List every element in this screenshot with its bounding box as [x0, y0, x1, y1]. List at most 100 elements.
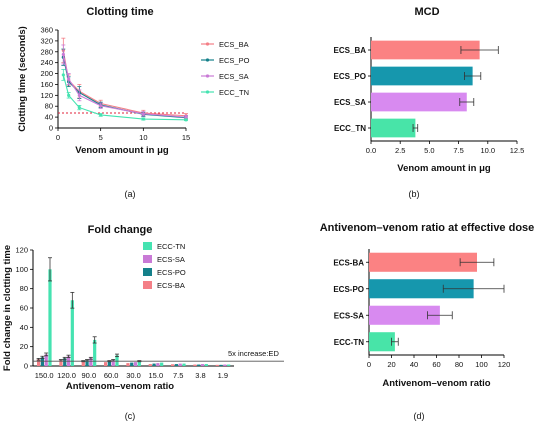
panel-c-legend-swatch — [143, 281, 152, 289]
panel-c-y-tick-label: 0 — [24, 362, 28, 371]
panel-c-bar-ecs-po — [130, 362, 134, 366]
panel-c-x-tick-label: 120.0 — [57, 371, 76, 380]
panel-a-y-tick-label: 0 — [49, 124, 53, 133]
panel-c-x-tick-label: 90.0 — [82, 371, 97, 380]
panel-d-x-tick-label: 120 — [498, 360, 511, 369]
panel-c-x-tick-label: 1.9 — [218, 371, 228, 380]
panel-a-legend-marker — [205, 42, 210, 46]
panel-a-x-tick-label: 10 — [139, 133, 147, 142]
panel-a-x-tick-label: 5 — [99, 133, 103, 142]
panel-a-point-ECC_TN — [61, 73, 65, 77]
panel-c-bar-ecs-sa — [156, 363, 160, 366]
panel-a-y-tick-label: 120 — [40, 91, 53, 100]
panel-c-bar-ecs-ba — [59, 360, 63, 366]
panel-d-category-label: ECS-BA — [333, 258, 364, 267]
panel-a-point-ECS_SA — [99, 104, 103, 108]
panel-a-legend-label: ECC_TN — [219, 88, 249, 97]
panel-a-legend-marker — [205, 74, 210, 78]
panel-b-bar-ecs_ba — [371, 40, 480, 60]
panel-b-x-tick-label: 7.5 — [453, 146, 463, 155]
panel-c-bar-ecs-sa — [89, 358, 93, 366]
panel-b-category-label: ECS_BA — [334, 46, 367, 55]
panel-c-bar-ecs-po — [197, 364, 201, 366]
panel-c-bar-ecs-ba — [126, 363, 130, 366]
panel-c-y-label: Fold change in clotting time — [2, 245, 13, 371]
panel-a-x-label: Venom amount in μg — [75, 145, 169, 156]
panel-c-legend-swatch — [143, 268, 152, 276]
panel-c-bar-ecs-po — [152, 363, 156, 366]
panel-a-y-tick-label: 280 — [40, 47, 53, 56]
panel-a-legend-marker — [205, 90, 210, 94]
panel-a-legend-label: ECS_SA — [219, 72, 249, 81]
panel-a-y-tick-label: 360 — [40, 26, 53, 35]
panel-d-x-label: Antivenom–venom ratio — [382, 378, 490, 389]
panel-c-bar-ecs-ba — [215, 364, 219, 366]
panel-c-bar-ecs-po — [63, 358, 67, 366]
panel-c-y-tick-label: 20 — [20, 342, 28, 351]
panel-a-y-tick-label: 160 — [40, 80, 53, 89]
panel-c-x-tick-label: 60.0 — [104, 371, 119, 380]
panel-d-category-label: ECC-TN — [334, 338, 364, 347]
panel-d-category-label: ECS-SA — [334, 311, 364, 320]
panel-c-bar-ecs-sa — [200, 364, 205, 366]
panel-d-x-tick-label: 20 — [387, 360, 395, 369]
panel-b-x-tick-label: 2.5 — [395, 146, 405, 155]
panel-d-bar-ecs-sa — [369, 305, 440, 325]
panel-c-threshold-label: 5x increase:ED — [228, 349, 279, 358]
panel-b-x-tick-label: 0.0 — [366, 146, 376, 155]
panel-d-bar-ecs-po — [369, 279, 474, 299]
panel-a-series-line-ECC_TN — [62, 74, 187, 121]
panel-c-y-tick-label: 120 — [15, 246, 28, 255]
panel-c-x-tick-label: 15.0 — [149, 371, 164, 380]
panel-c-x-tick-label: 7.5 — [173, 371, 183, 380]
panel-a-point-ECS_SA — [67, 77, 71, 81]
panel-c-legend-swatch — [143, 255, 152, 263]
panel-a-y-tick-label: 200 — [40, 69, 53, 78]
panel-c-bar-ecs-ba — [193, 364, 197, 366]
panel-a-point-ECS_SA — [61, 52, 65, 57]
panel-a-point-ECC_TN — [184, 118, 188, 122]
panel-c-bar-ecc-tn — [93, 339, 97, 366]
panel-c-bar-ecs-sa — [44, 354, 48, 366]
panel-d-bar-ecs-ba — [369, 252, 477, 272]
panel-a-y-label: Clotting time (seconds) — [17, 26, 28, 132]
panel-c-x-tick-label: 150.0 — [35, 371, 54, 380]
panel-c-bar-ecc-tn — [204, 364, 208, 366]
panel-a-caption: (a) — [125, 189, 136, 199]
panel-c-bar-ecc-tn — [70, 300, 74, 366]
panel-c-bar-ecs-ba — [81, 361, 85, 366]
panel-c-bar-ecc-tn — [115, 355, 119, 366]
panel-c-x-tick-label: 3.8 — [195, 371, 205, 380]
panel-a-point-ECC_TN — [141, 117, 145, 121]
panel-b-caption: (b) — [409, 189, 420, 199]
panel-c-y-tick-label: 100 — [15, 265, 28, 274]
panel-c-x-label: Antivenom–venom ratio — [66, 381, 174, 392]
panel-a-point-ECC_TN — [67, 93, 71, 97]
panel-c-bar-ecs-sa — [133, 362, 138, 366]
panel-a-series-line-ECS_SA — [62, 54, 187, 118]
panel-c-bar-ecs-ba — [171, 364, 175, 366]
panel-c-legend-label: ECS-SA — [157, 255, 185, 264]
panel-c-bar-ecs-ba — [104, 362, 108, 366]
panel-a-point-ECS_SA — [184, 115, 188, 119]
panel-d-x-tick-label: 80 — [455, 360, 463, 369]
panel-d-caption: (d) — [414, 411, 425, 421]
panel-c-bar-ecc-tn — [182, 363, 186, 366]
panel-c-bar-ecc-tn — [160, 362, 164, 366]
panel-c-y-tick-label: 60 — [20, 304, 28, 313]
panel-c-y-tick-label: 80 — [20, 284, 28, 293]
panel-b-title: MCD — [414, 6, 439, 18]
panel-c-title: Fold change — [88, 224, 153, 236]
panel-c-legend-label: ECS-PO — [157, 268, 186, 277]
panel-a-x-tick-label: 0 — [56, 133, 60, 142]
panel-c-bar-ecs-po — [85, 360, 89, 366]
panel-d-title: Antivenom–venom ratio at effective dose — [320, 222, 535, 234]
panel-a-y-tick-label: 320 — [40, 36, 53, 45]
panel-c-bar-ecs-sa — [223, 364, 227, 366]
panel-a-point-ECC_TN — [99, 113, 103, 117]
panel-d-x-tick-label: 0 — [367, 360, 371, 369]
panel-a-point-ECS_SA — [141, 112, 145, 116]
panel-c-legend-label: ECS-BA — [157, 281, 185, 290]
panel-c-bar-ecc-tn — [137, 361, 141, 366]
